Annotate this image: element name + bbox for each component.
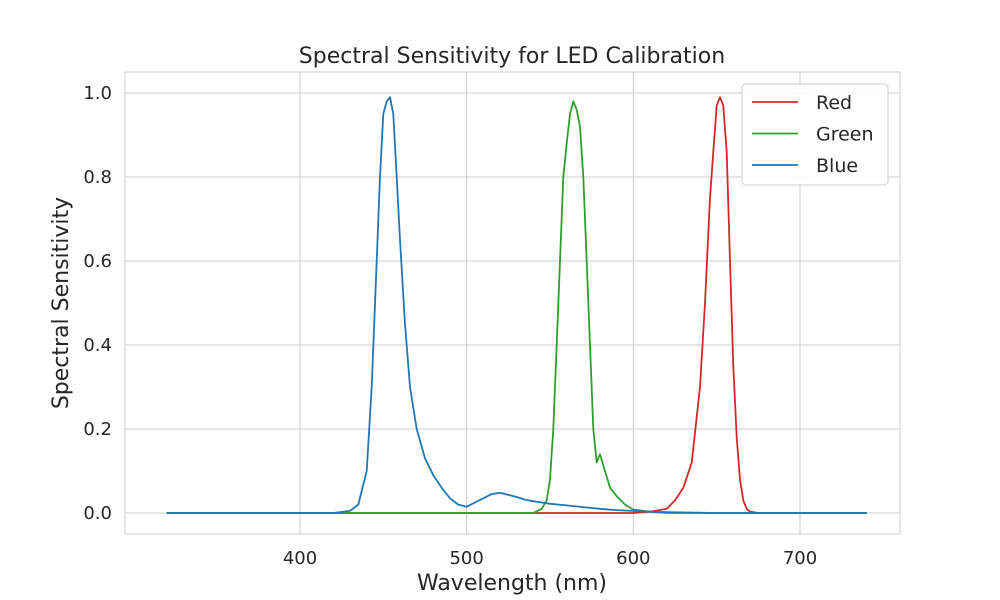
y-tick-label: 0.4 (83, 335, 112, 356)
series-line-red (166, 96, 867, 514)
plot-frame (124, 71, 901, 535)
y-tick-label: 0.8 (83, 167, 112, 188)
y-tick-label: 0.2 (83, 419, 112, 440)
y-axis-label: Spectral Sensitivity (49, 197, 74, 409)
legend: Red Green Blue (741, 83, 889, 186)
y-tick-label: 1.0 (83, 83, 112, 104)
legend-box (741, 83, 889, 186)
x-tick-label: 500 (449, 548, 483, 569)
series-line-green (166, 100, 867, 514)
chart-title: Spectral Sensitivity for LED Calibration (299, 44, 725, 69)
x-tick-labels: 400 500 600 700 (283, 548, 817, 569)
legend-label-green: Green (816, 124, 874, 146)
y-tick-label: 0.0 (83, 503, 112, 524)
x-tick-label: 600 (616, 548, 650, 569)
x-tick-label: 700 (783, 548, 817, 569)
y-tick-label: 0.6 (83, 251, 112, 272)
x-tick-label: 400 (283, 548, 317, 569)
x-axis-label: Wavelength (nm) (417, 571, 607, 596)
series-line-blue (166, 96, 867, 514)
legend-label-blue: Blue (816, 155, 858, 177)
legend-label-red: Red (816, 92, 852, 114)
plot-lines (166, 96, 867, 514)
y-tick-labels: 0.0 0.2 0.4 0.6 0.8 1.0 (83, 83, 112, 524)
